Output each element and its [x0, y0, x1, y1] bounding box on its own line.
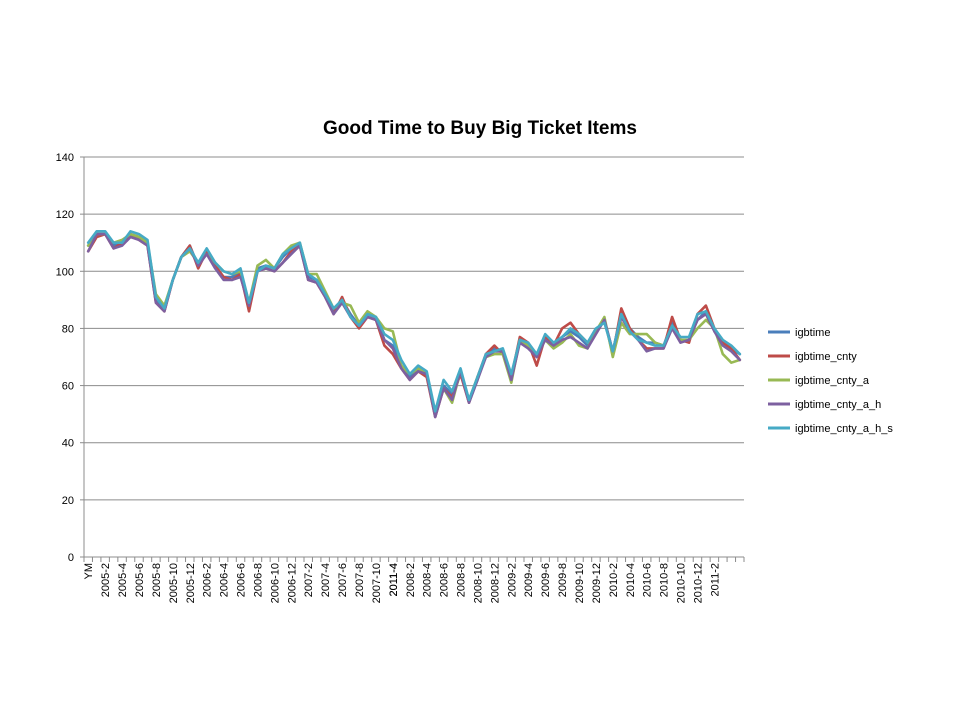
x-tick-label: 2009-6 [540, 563, 552, 597]
y-tick-label: 40 [62, 438, 74, 450]
x-tick-label: 2009-8 [557, 563, 569, 597]
series-line-igbtime [86, 232, 742, 416]
legend-label: igbtime_cnty_a [795, 375, 870, 387]
x-tick-label: 2010-6 [642, 563, 654, 597]
x-tick-label: 2006-6 [236, 563, 248, 597]
legend-label: igbtime_cnty [795, 351, 857, 363]
y-axis: 0 20 40 60 80 100 120 140 [56, 152, 85, 564]
y-tick-label: 120 [56, 209, 74, 221]
x-tick-label: 2007-10 [371, 563, 383, 603]
x-tick-label: 2008-12 [489, 563, 501, 603]
x-tick-label: 2006-10 [269, 563, 281, 603]
grid-lines [84, 156, 744, 501]
x-tick-label: 2006-12 [286, 563, 298, 603]
x-tick-label: 2008-4 [422, 563, 434, 597]
series-line-igbtime-cnty-a-h [86, 232, 742, 419]
x-tick-label: 2009-12 [591, 563, 603, 603]
legend-label: igbtime_cnty_a_h_s [795, 423, 893, 435]
y-tick-label: 60 [62, 381, 74, 393]
x-tick-label: 2008-2 [405, 563, 417, 597]
x-tick-label: 2010-10 [676, 563, 688, 603]
x-tick-label: 2005-4 [117, 563, 129, 597]
series-line-igbtime-cnty-a-h-s [86, 230, 742, 413]
x-tick-label: 2005-2 [100, 563, 112, 597]
x-tick-label: 2009-10 [574, 563, 586, 603]
x-tick-label: 2006-4 [219, 563, 231, 597]
y-tick-label: 80 [62, 323, 74, 335]
x-tick-label: 2011-2 [709, 563, 721, 596]
legend: igbtime igbtime_cnty igbtime_cnty_aigbtime… [768, 327, 893, 435]
x-tick-label: 2005-8 [151, 563, 163, 597]
y-tick-label: 0 [68, 552, 74, 564]
x-tick-label: 2008-6 [439, 563, 451, 597]
x-tick-label: 2006-2 [202, 563, 214, 597]
x-tick-label: 2007-6 [337, 563, 349, 597]
y-tick-label: 20 [62, 495, 74, 507]
y-tick-label: 100 [56, 266, 74, 278]
x-tick-label: 2011-4 [388, 563, 400, 596]
x-tick-label: YM [83, 563, 95, 580]
x-tick-label: 2008-8 [456, 563, 468, 597]
x-tick-label: 2008-10 [472, 563, 484, 603]
chart-title: Good Time to Buy Big Ticket Items [323, 118, 637, 139]
x-tick-label: 2005-6 [134, 563, 146, 597]
x-tick-label: 2010-12 [692, 563, 704, 603]
x-tick-label: 2011-4 [388, 563, 400, 596]
x-tick-label: 2007-8 [354, 563, 366, 597]
x-tick-label: 2009-4 [523, 563, 535, 597]
x-tick-label: 2005-10 [168, 563, 180, 603]
series-line-igbtime-cnty [86, 232, 742, 419]
x-tick-label: 2006-8 [252, 563, 264, 597]
x-tick-label: 2007-4 [320, 563, 332, 597]
x-tick-label: 2010-2 [608, 563, 620, 597]
legend-label: igbtime [795, 327, 830, 339]
series-lines [86, 230, 742, 419]
x-tick-label: 2007-2 [303, 563, 315, 597]
x-tick-label: 2010-4 [625, 563, 637, 597]
x-tick-label: 2010-8 [659, 563, 671, 597]
x-tick-label: 2009-2 [506, 563, 518, 597]
x-axis: YM 2005-2 2005-4 2005-6 2005-8 2005-10 2005-12… [83, 556, 745, 603]
y-tick-label: 140 [56, 152, 74, 164]
series-line-igbtime-cnty-a [86, 232, 742, 416]
x-tick-label: 2005-12 [185, 563, 197, 603]
legend-label: igbtime_cnty_a_h [795, 399, 881, 411]
